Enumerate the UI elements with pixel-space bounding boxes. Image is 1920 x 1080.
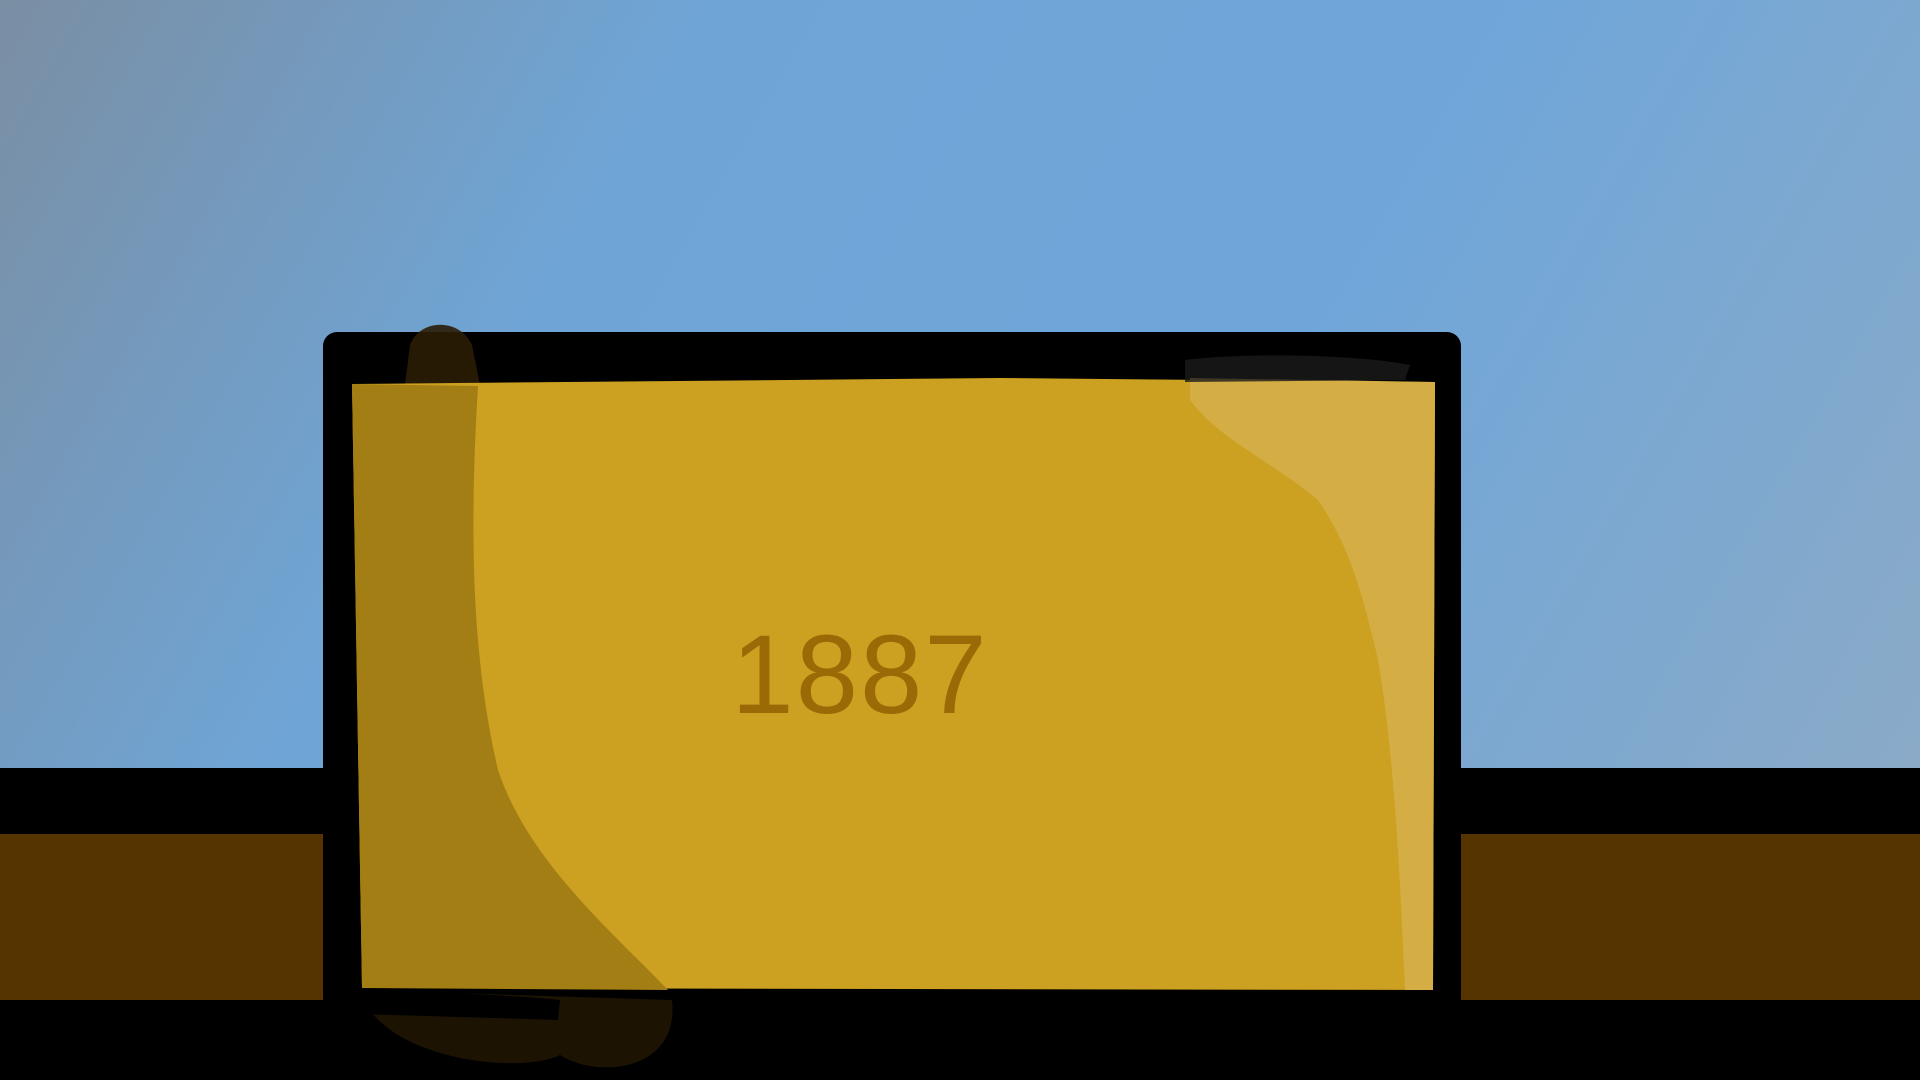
sign-corner-smudge	[1185, 355, 1410, 382]
sign-face	[352, 378, 1435, 990]
sign-face-highlight	[1190, 378, 1435, 990]
floor-strip	[0, 1000, 1920, 1080]
year-label: 1887	[731, 612, 989, 737]
sign-bottom-edge	[360, 988, 560, 1020]
sign-top-smudge	[405, 324, 480, 385]
sign-face-shadow	[352, 384, 668, 990]
